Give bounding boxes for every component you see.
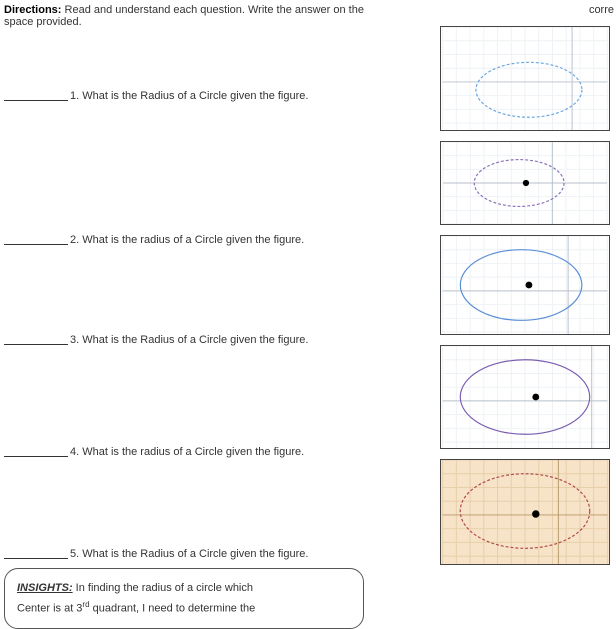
question-text: 5. What is the Radius of a Circle given … (70, 548, 308, 560)
question-text: 4. What is the radius of a Circle given … (70, 446, 304, 458)
figures-column (440, 26, 610, 565)
figure-5 (440, 459, 610, 565)
answer-blank[interactable] (4, 235, 68, 245)
answer-blank[interactable] (4, 447, 68, 457)
figure-2 (440, 141, 610, 225)
figure-1 (440, 26, 610, 131)
question-text: 2. What is the radius of a Circle given … (70, 234, 304, 246)
directions: Directions: Read and understand each que… (4, 4, 364, 28)
insights-label: INSIGHTS: (17, 582, 73, 594)
answer-blank[interactable] (4, 335, 68, 345)
question-row: 3. What is the Radius of a Circle given … (4, 334, 308, 346)
answer-blank[interactable] (4, 91, 68, 101)
figure-3 (440, 235, 610, 335)
graph-svg (441, 346, 609, 448)
graph-svg (441, 460, 609, 564)
question-row: 4. What is the radius of a Circle given … (4, 446, 304, 458)
insights-line-2: Center is at 3rd quadrant, I need to det… (17, 598, 351, 618)
insights-line-1: INSIGHTS: In finding the radius of a cir… (17, 579, 351, 598)
question-row: 2. What is the radius of a Circle given … (4, 234, 304, 246)
directions-label: Directions: (4, 4, 61, 16)
question-text: 3. What is the Radius of a Circle given … (70, 334, 308, 346)
question-text: 1. What is the Radius of a Circle given … (70, 90, 308, 102)
worksheet-page: Directions: Read and understand each que… (4, 4, 616, 614)
question-row: 5. What is the Radius of a Circle given … (4, 548, 308, 560)
cutoff-text: corre (589, 4, 614, 16)
insights-box: INSIGHTS: In finding the radius of a cir… (4, 568, 364, 629)
graph-svg (441, 142, 609, 224)
answer-blank[interactable] (4, 549, 68, 559)
graph-svg (441, 27, 609, 130)
question-row: 1. What is the Radius of a Circle given … (4, 90, 308, 102)
graph-svg (441, 236, 609, 334)
figure-4 (440, 345, 610, 449)
insights-text: In finding the radius of a circle which (73, 582, 253, 594)
